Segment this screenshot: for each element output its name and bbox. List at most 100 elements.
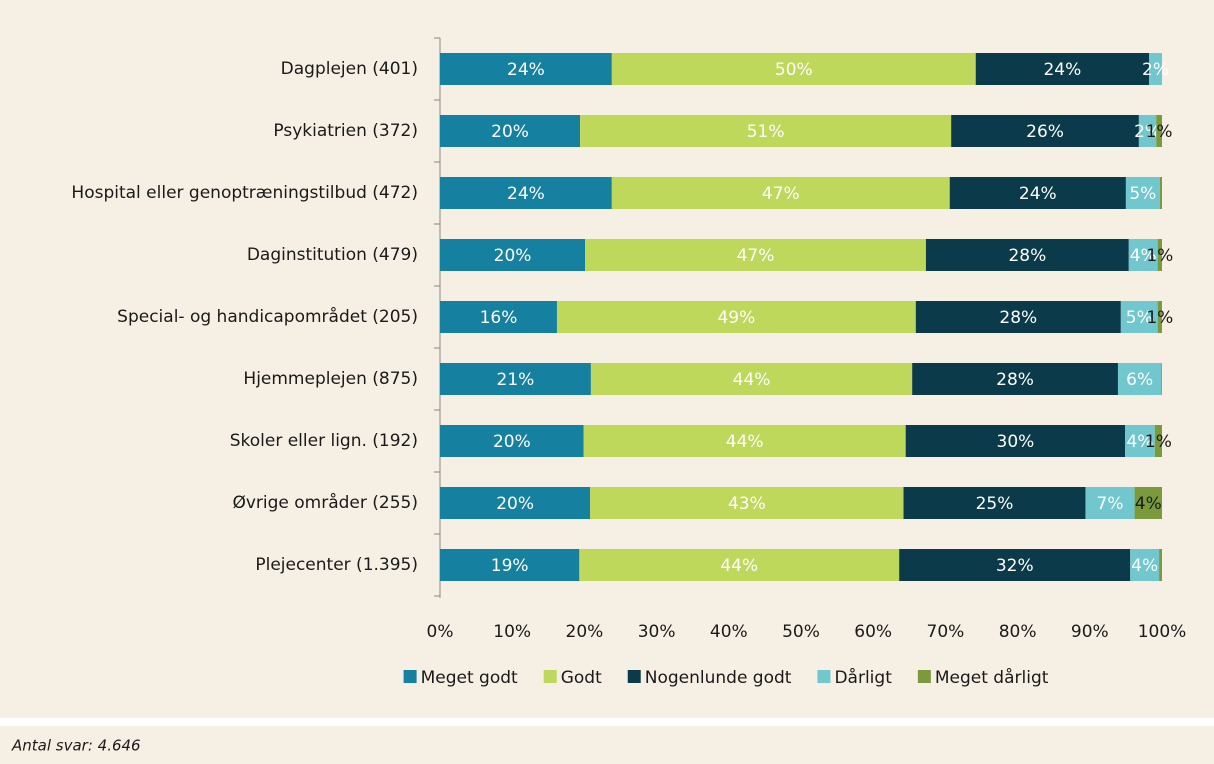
value-label: 24% bbox=[507, 60, 545, 80]
x-tick-label: 50% bbox=[782, 622, 820, 642]
value-label: 49% bbox=[717, 308, 755, 328]
bar-segment bbox=[440, 487, 591, 519]
legend-label: Meget dårligt bbox=[935, 667, 1049, 688]
legend-label: Nogenlunde godt bbox=[645, 668, 792, 688]
value-label: 7% bbox=[1097, 494, 1124, 514]
bar-segment bbox=[905, 425, 1126, 457]
legend-swatch bbox=[817, 670, 831, 683]
x-tick-label: 90% bbox=[1071, 622, 1109, 642]
bar-segment bbox=[440, 115, 581, 147]
value-label: 1% bbox=[1145, 432, 1172, 452]
x-tick-label: 10% bbox=[493, 622, 531, 642]
value-label: 30% bbox=[997, 432, 1035, 452]
value-label: 5% bbox=[1126, 308, 1153, 328]
note-background bbox=[0, 726, 1214, 764]
value-label: 47% bbox=[762, 184, 800, 204]
value-label: 2% bbox=[1142, 60, 1169, 80]
value-label: 26% bbox=[1026, 122, 1064, 142]
bar-segment bbox=[1125, 177, 1160, 209]
value-label: 20% bbox=[493, 432, 531, 452]
value-label: 44% bbox=[733, 370, 771, 390]
bar-segment bbox=[1134, 487, 1162, 519]
value-label: 24% bbox=[1043, 60, 1081, 80]
bar-segment bbox=[1156, 115, 1162, 147]
bar-segment bbox=[440, 549, 580, 581]
x-tick-label: 60% bbox=[854, 622, 892, 642]
value-label: 50% bbox=[775, 60, 813, 80]
bar-segment bbox=[951, 115, 1139, 147]
chart-background bbox=[0, 0, 1214, 718]
legend-label: Dårligt bbox=[834, 667, 892, 688]
value-label: 4% bbox=[1130, 246, 1157, 266]
value-label: 1% bbox=[1146, 246, 1173, 266]
x-tick-label: 30% bbox=[638, 622, 676, 642]
note: Antal svar: 4.646 bbox=[11, 737, 141, 755]
value-label: 43% bbox=[728, 494, 766, 514]
bar-segment bbox=[1157, 301, 1162, 333]
bar-segment bbox=[1149, 53, 1162, 85]
value-label: 2% bbox=[1134, 122, 1161, 142]
bar-segment bbox=[1125, 425, 1155, 457]
bar-segment bbox=[912, 363, 1118, 395]
bar-segment bbox=[949, 177, 1126, 209]
x-tick-label: 40% bbox=[710, 622, 748, 642]
value-label: 28% bbox=[1008, 246, 1046, 266]
bar-segment bbox=[440, 363, 591, 395]
bar-segment bbox=[899, 549, 1131, 581]
x-tick-label: 100% bbox=[1138, 622, 1187, 642]
bar-segment bbox=[440, 239, 586, 271]
legend-swatch bbox=[917, 670, 931, 683]
value-label: 24% bbox=[1019, 184, 1057, 204]
y-tick-label: Øvrige områder (255) bbox=[232, 492, 418, 513]
bar-segment bbox=[1128, 239, 1158, 271]
y-tick-label: Hjemmeplejen (875) bbox=[243, 369, 418, 389]
value-label: 1% bbox=[1146, 308, 1173, 328]
legend-swatch bbox=[403, 670, 417, 683]
value-label: 47% bbox=[737, 246, 775, 266]
bar-segment bbox=[1120, 301, 1158, 333]
y-tick-label: Special- og handicapområdet (205) bbox=[117, 306, 418, 327]
y-tick-label: Skoler eller lign. (192) bbox=[230, 431, 418, 451]
bar-segment bbox=[903, 487, 1086, 519]
value-label: 28% bbox=[996, 370, 1034, 390]
value-label: 4% bbox=[1131, 556, 1158, 576]
y-tick-label: Hospital eller genoptræningstilbud (472) bbox=[71, 183, 418, 203]
bar-segment bbox=[925, 239, 1129, 271]
value-label: 1% bbox=[1146, 122, 1173, 142]
value-label: 51% bbox=[747, 122, 785, 142]
bar-segment bbox=[579, 549, 900, 581]
y-tick-label: Daginstitution (479) bbox=[247, 245, 418, 265]
value-label: 44% bbox=[726, 432, 764, 452]
bar-segment bbox=[590, 363, 913, 395]
value-label: 21% bbox=[497, 370, 535, 390]
value-label: 6% bbox=[1126, 370, 1153, 390]
bar-segment bbox=[590, 487, 904, 519]
bar-segment bbox=[440, 425, 584, 457]
y-tick-label: Psykiatrien (372) bbox=[273, 121, 418, 141]
bar-segment bbox=[1138, 115, 1157, 147]
value-label: 20% bbox=[491, 122, 529, 142]
value-label: 24% bbox=[507, 184, 545, 204]
bar-segment bbox=[1157, 239, 1162, 271]
bar-segment bbox=[611, 177, 950, 209]
y-tick-label: Plejecenter (1.395) bbox=[255, 555, 418, 575]
value-label: 25% bbox=[976, 494, 1014, 514]
bar-segment bbox=[1159, 177, 1162, 209]
bar-segment bbox=[556, 301, 916, 333]
bar-segment bbox=[585, 239, 926, 271]
value-label: 28% bbox=[999, 308, 1037, 328]
bar-segment bbox=[975, 53, 1150, 85]
legend-swatch bbox=[543, 670, 557, 683]
value-label: 16% bbox=[480, 308, 518, 328]
x-tick-label: 70% bbox=[927, 622, 965, 642]
y-tick-label: Dagplejen (401) bbox=[281, 59, 418, 79]
legend-label: Meget godt bbox=[421, 668, 518, 688]
bar-segment bbox=[440, 53, 612, 85]
legend-swatch bbox=[627, 670, 641, 683]
bar-segment bbox=[580, 115, 952, 147]
x-tick-label: 80% bbox=[999, 622, 1037, 642]
bar-segment bbox=[440, 301, 557, 333]
value-label: 4% bbox=[1135, 494, 1162, 514]
value-label: 32% bbox=[996, 556, 1034, 576]
bar-segment bbox=[1159, 549, 1162, 581]
